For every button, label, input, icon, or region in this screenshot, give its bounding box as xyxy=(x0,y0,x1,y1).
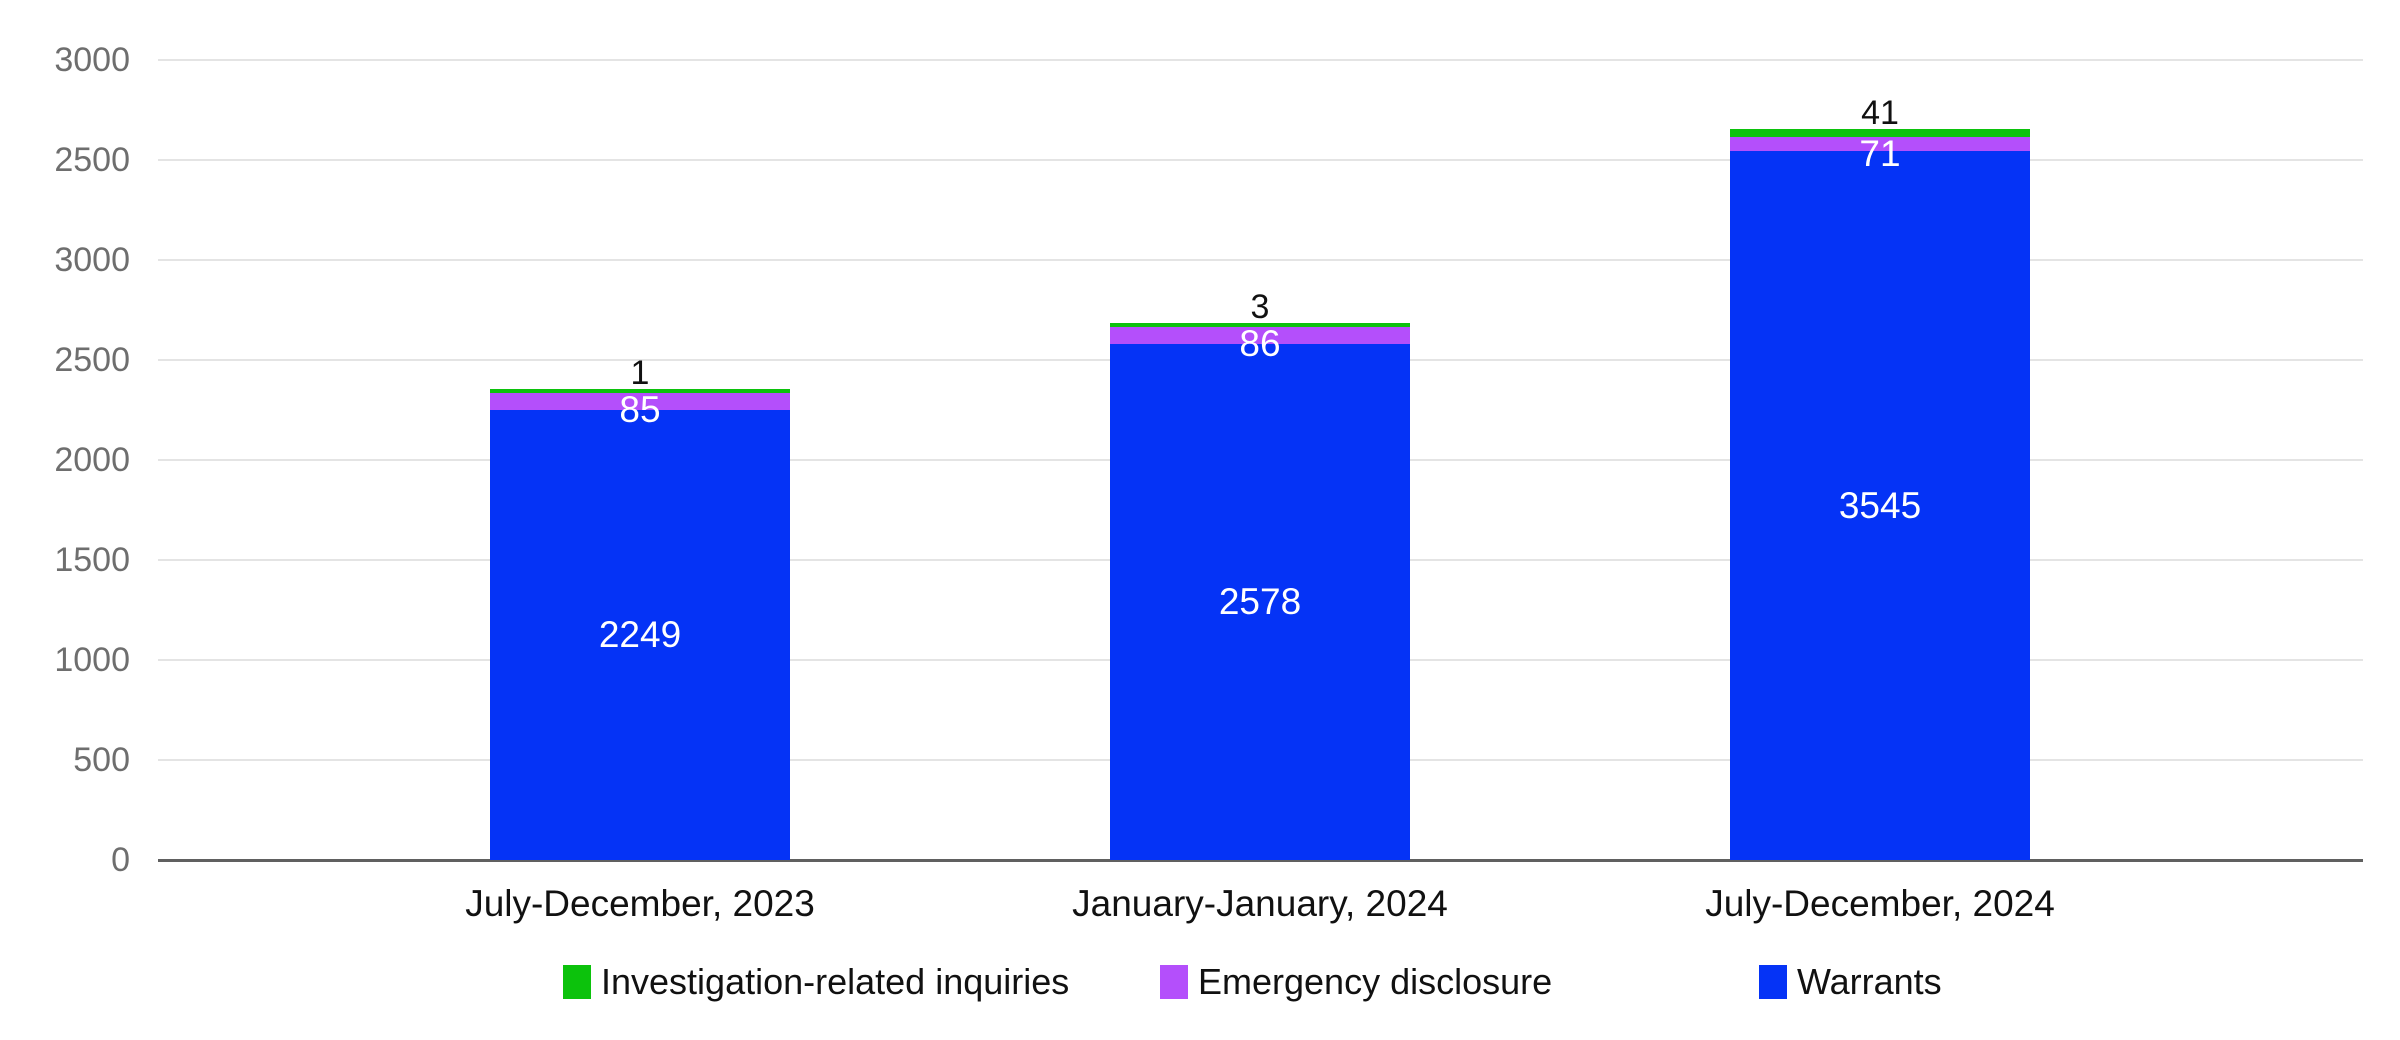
x-axis-category-label: January-January, 2024 xyxy=(1072,883,1448,924)
legend-item-label: Investigation-related inquiries xyxy=(601,961,1070,1002)
legend-item-label: Emergency disclosure xyxy=(1198,961,1553,1002)
legend-item-label: Warrants xyxy=(1797,961,1942,1002)
bar-segment-warrants xyxy=(1110,344,1410,860)
y-axis-tick-label: 2500 xyxy=(54,141,130,179)
bar-segment-investigation-related-inquiries xyxy=(490,389,790,394)
legend-color-swatch xyxy=(563,965,591,999)
bar-segment-warrants xyxy=(490,410,790,860)
y-axis-tick-label: 500 xyxy=(73,741,130,779)
gridline xyxy=(158,159,2363,161)
legend-item-emergency-disclosure: Emergency disclosure xyxy=(1160,962,1552,1002)
y-axis-tick-label: 0 xyxy=(111,841,130,879)
y-axis-tick-label: 3000 xyxy=(54,241,130,279)
y-axis-tick-label: 1500 xyxy=(54,541,130,579)
bar-value-label-investigation-related-inquiries: 1 xyxy=(630,354,650,393)
legend-item-investigation-related-inquiries: Investigation-related inquiries xyxy=(563,962,1069,1002)
bar-segment-investigation-related-inquiries xyxy=(1730,128,2030,137)
legend-color-swatch xyxy=(1160,965,1188,999)
y-axis-tick-label: 3000 xyxy=(54,41,130,79)
bar-segment-emergency-disclosure xyxy=(490,393,790,411)
bar-value-label-warrants: 2249 xyxy=(598,614,682,656)
x-axis-category-label: July-December, 2024 xyxy=(1705,883,2055,924)
y-axis-tick-label: 2000 xyxy=(54,441,130,479)
bar-value-label-warrants: 3545 xyxy=(1838,484,1922,526)
bar-segment-emergency-disclosure xyxy=(1110,327,1410,345)
bar-segment-investigation-related-inquiries xyxy=(1110,323,1410,328)
bar-segment-emergency-disclosure xyxy=(1730,136,2030,151)
gridline xyxy=(158,259,2363,261)
gridline xyxy=(158,59,2363,61)
bar-segment-warrants xyxy=(1730,151,2030,860)
bar-value-label-emergency-disclosure: 85 xyxy=(619,389,661,431)
x-axis-category-label: July-December, 2023 xyxy=(465,883,815,924)
y-axis-tick-label: 1000 xyxy=(54,641,130,679)
x-axis-line xyxy=(158,859,2363,862)
bar-value-label-investigation-related-inquiries: 41 xyxy=(1861,93,1899,132)
y-axis-tick-label: 2500 xyxy=(54,341,130,379)
bar-value-label-investigation-related-inquiries: 3 xyxy=(1250,288,1270,327)
bar-value-label-warrants: 2578 xyxy=(1218,581,1302,623)
legend-color-swatch xyxy=(1759,965,1787,999)
bar-value-label-emergency-disclosure: 71 xyxy=(1859,132,1901,174)
bar-value-label-emergency-disclosure: 86 xyxy=(1239,323,1281,365)
legend-item-warrants: Warrants xyxy=(1759,962,1942,1002)
